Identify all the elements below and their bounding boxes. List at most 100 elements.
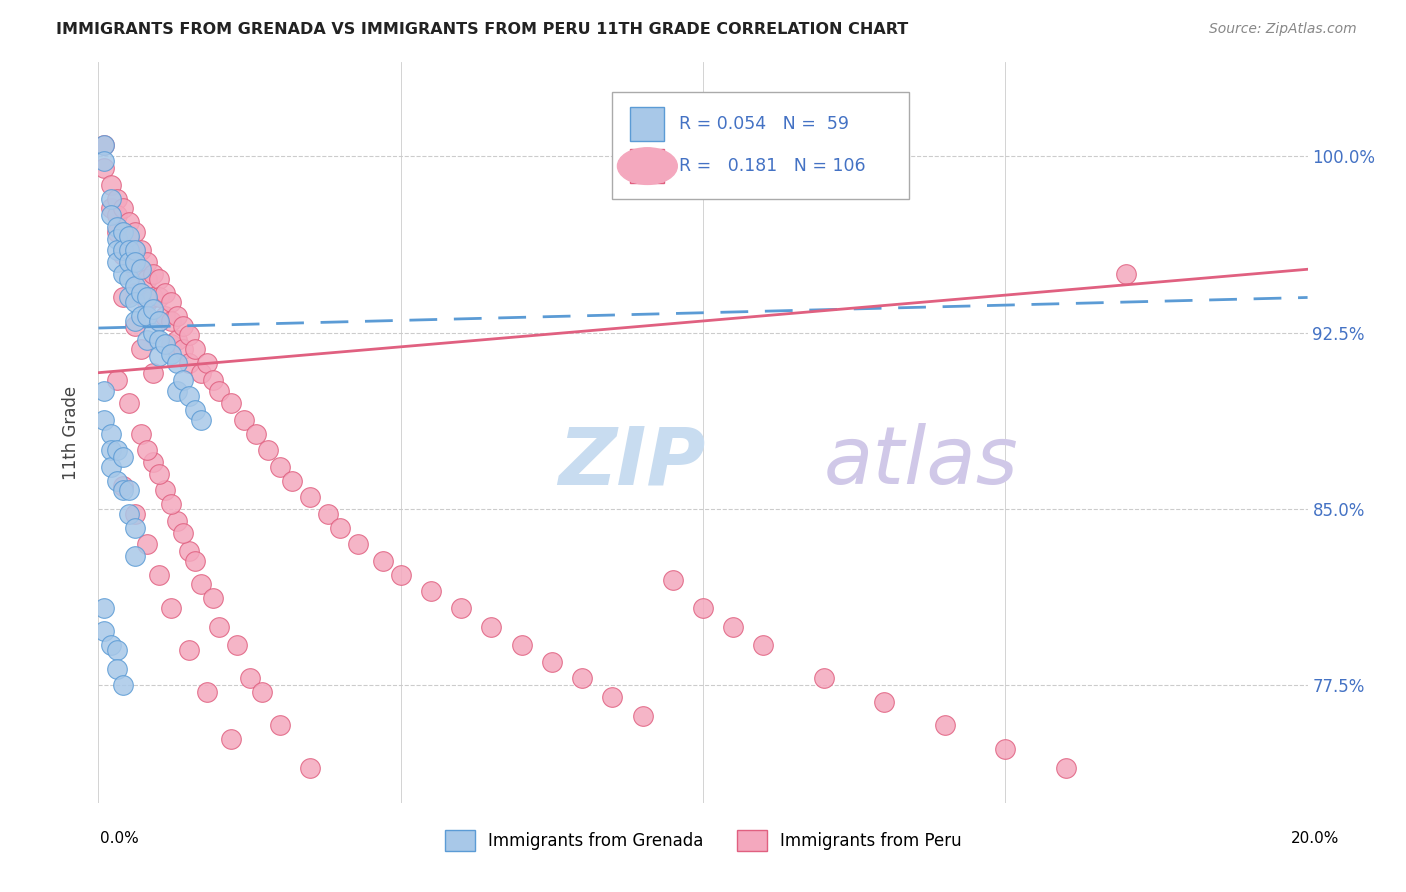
Point (250, 685, 273, 699)
Point (100, 459, 122, 474)
Point (329, 521, 352, 535)
Point (934, 718, 956, 732)
Point (481, 619, 503, 633)
Point (111, 450, 134, 465)
Point (111, 225, 134, 239)
Point (179, 389, 201, 403)
Point (195, 356, 218, 370)
Point (93, 137, 115, 152)
Point (124, 521, 146, 535)
Point (124, 244, 146, 258)
FancyBboxPatch shape (613, 92, 908, 200)
Point (111, 267, 134, 281)
Point (148, 314, 170, 328)
Point (153, 483, 176, 498)
Point (571, 671, 593, 685)
Bar (630, 150, 664, 183)
Point (129, 310, 152, 324)
Point (93, 161, 115, 176)
Point (202, 373, 225, 387)
Point (105, 232, 128, 246)
Point (281, 474, 304, 488)
Point (661, 573, 683, 587)
Point (723, 619, 745, 633)
Point (135, 537, 157, 551)
Point (142, 366, 165, 380)
Point (245, 426, 267, 441)
Point (172, 318, 194, 333)
Point (256, 443, 278, 458)
Point (105, 208, 128, 222)
Point (118, 244, 141, 258)
Point (226, 638, 249, 652)
Point (420, 584, 443, 599)
Point (450, 600, 472, 615)
Point (105, 643, 128, 657)
Point (602, 690, 624, 704)
Point (124, 314, 146, 328)
Point (105, 192, 128, 206)
Point (93, 154, 115, 169)
Point (111, 478, 134, 492)
Point (118, 255, 141, 269)
Point (124, 225, 146, 239)
Point (873, 695, 896, 709)
Point (813, 671, 835, 685)
Point (93, 137, 115, 152)
Point (105, 255, 128, 269)
Point (118, 396, 141, 410)
Point (135, 310, 157, 324)
Point (148, 290, 170, 304)
Point (129, 285, 152, 300)
Point (160, 314, 183, 328)
Text: IMMIGRANTS FROM GRENADA VS IMMIGRANTS FROM PERU 11TH GRADE CORRELATION CHART: IMMIGRANTS FROM GRENADA VS IMMIGRANTS FR… (56, 22, 908, 37)
Point (111, 225, 134, 239)
Point (190, 413, 212, 427)
Point (631, 709, 654, 723)
Point (1054, 760, 1077, 774)
Point (371, 554, 394, 568)
Point (179, 643, 201, 657)
Point (111, 678, 134, 692)
Point (111, 248, 134, 262)
Point (166, 333, 188, 347)
Point (540, 655, 562, 669)
Text: R = 0.054   N =  59: R = 0.054 N = 59 (679, 115, 849, 133)
Circle shape (617, 148, 678, 185)
Point (166, 384, 188, 399)
Point (124, 262, 146, 277)
Point (93, 600, 115, 615)
Point (172, 373, 194, 387)
Point (105, 474, 128, 488)
Point (118, 507, 141, 521)
Point (179, 356, 201, 370)
Point (124, 507, 146, 521)
Point (100, 443, 122, 458)
Point (118, 255, 141, 269)
Point (160, 497, 183, 511)
Point (105, 373, 128, 387)
Point (124, 285, 146, 300)
Legend: Immigrants from Grenada, Immigrants from Peru: Immigrants from Grenada, Immigrants from… (437, 823, 969, 857)
Point (347, 537, 370, 551)
Point (100, 201, 122, 215)
Point (172, 342, 194, 356)
Point (148, 271, 170, 285)
Point (179, 328, 201, 343)
Point (208, 619, 231, 633)
Point (105, 443, 128, 458)
Point (111, 244, 134, 258)
Point (105, 662, 128, 676)
Point (124, 244, 146, 258)
Point (148, 314, 170, 328)
Point (100, 192, 122, 206)
Point (105, 225, 128, 239)
Point (166, 310, 188, 324)
Point (142, 455, 165, 469)
Point (118, 215, 141, 229)
Point (111, 483, 134, 498)
Bar (630, 107, 664, 141)
Point (510, 638, 533, 652)
Point (129, 426, 152, 441)
Text: Source: ZipAtlas.com: Source: ZipAtlas.com (1209, 22, 1357, 37)
